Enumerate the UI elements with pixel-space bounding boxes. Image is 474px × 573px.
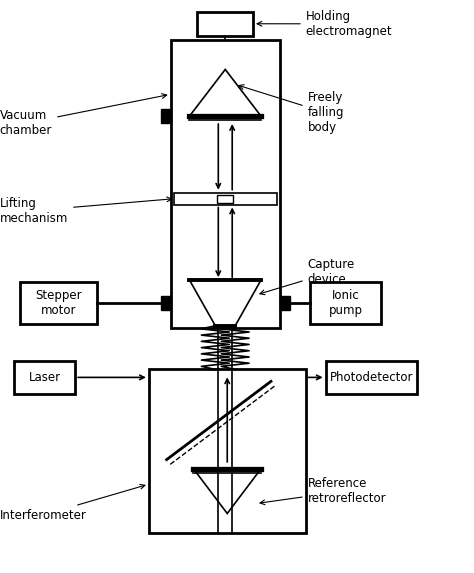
Bar bbox=[149, 370, 306, 533]
Text: Freely
falling
body: Freely falling body bbox=[239, 85, 344, 134]
Text: Interferometer: Interferometer bbox=[0, 484, 145, 521]
Text: Laser: Laser bbox=[28, 371, 61, 384]
Bar bbox=[326, 360, 417, 394]
Bar bbox=[171, 40, 280, 328]
Bar bbox=[161, 296, 165, 310]
Text: Stepper
motor: Stepper motor bbox=[35, 289, 82, 317]
Bar bbox=[310, 282, 381, 324]
Bar bbox=[173, 193, 277, 205]
Bar bbox=[285, 296, 290, 310]
Bar bbox=[217, 195, 233, 203]
Bar bbox=[19, 282, 97, 324]
Bar bbox=[165, 109, 171, 123]
Text: Lifting
mechanism: Lifting mechanism bbox=[0, 197, 172, 225]
Text: Vacuum
chamber: Vacuum chamber bbox=[0, 93, 167, 137]
Bar bbox=[198, 12, 253, 36]
Text: Capture
device: Capture device bbox=[260, 258, 355, 295]
Bar bbox=[165, 296, 171, 310]
Bar bbox=[161, 109, 165, 123]
Text: Reference
retroreflector: Reference retroreflector bbox=[260, 477, 386, 505]
Bar bbox=[280, 296, 285, 310]
Text: Holding
electromagnet: Holding electromagnet bbox=[257, 10, 392, 38]
Text: Photodetector: Photodetector bbox=[329, 371, 413, 384]
Bar bbox=[14, 360, 75, 394]
Text: Ionic
pump: Ionic pump bbox=[328, 289, 363, 317]
